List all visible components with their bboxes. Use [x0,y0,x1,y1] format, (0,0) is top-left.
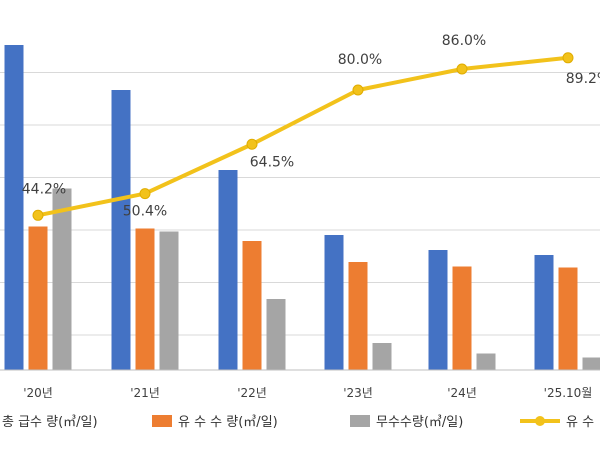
rate-point-5 [456,63,468,75]
rate-label-5: 86.0% [442,33,486,49]
bar-s2-6 [558,267,578,370]
rate-point-6 [562,52,574,64]
bar-s3-5 [476,353,496,370]
rate-label-6: 89.2% [566,71,600,87]
rate-label-4: 80.0% [338,52,382,68]
legend-label-2: 유 수 수 량(㎥/일) [178,415,278,430]
rate-point-2 [139,188,151,200]
bar-s1-3 [218,170,238,370]
bar-s3-4 [372,343,392,370]
x-tick-5: '24년 [447,386,477,400]
bar-s1-5 [428,250,448,370]
data-labels: 44.2% 50.4% 64.5% 80.0% 86.0% 89.2% [22,33,600,220]
legend: 총 급수 량(㎥/일) 유 수 수 량(㎥/일) 무수수량(㎥/일) 유 수 [2,415,594,430]
legend-marker-4 [535,416,545,426]
rate-label-1: 44.2% [22,181,66,197]
x-tick-labels: '20년 '21년 '22년 '23년 '24년 '25.10월 [23,386,592,400]
bar-s3-1 [52,188,72,370]
bar-s2-5 [452,266,472,370]
bar-s2-2 [135,228,155,370]
bar-s1-1 [4,45,24,370]
legend-swatch-2 [152,415,172,427]
rate-point-4 [352,84,364,96]
bar-s3-6 [582,357,600,370]
bar-s3-2 [159,231,179,370]
bars [4,45,600,370]
bar-s2-3 [242,241,262,370]
x-tick-3: '22년 [237,386,267,400]
bar-s1-4 [324,235,344,370]
legend-label-4: 유 수 [566,415,594,430]
gridlines [0,72,600,336]
bar-s2-4 [348,262,368,370]
bar-s2-1 [28,226,48,370]
bar-s1-6 [534,255,554,370]
rate-line-path [37,55,569,218]
legend-label-3: 무수수량(㎥/일) [376,415,463,430]
bar-s1-2 [111,90,131,370]
x-tick-2: '21년 [130,386,160,400]
rate-label-3: 64.5% [250,154,294,170]
legend-label-1: 총 급수 량(㎥/일) [2,415,98,430]
rate-point-1 [32,209,44,221]
x-tick-1: '20년 [23,386,53,400]
legend-swatch-3 [350,415,370,427]
rate-point-3 [246,138,258,150]
x-tick-4: '23년 [343,386,373,400]
rate-label-2: 50.4% [123,204,167,220]
rate-line [32,52,574,221]
bar-s3-3 [266,299,286,370]
x-tick-6: '25.10월 [544,386,593,400]
